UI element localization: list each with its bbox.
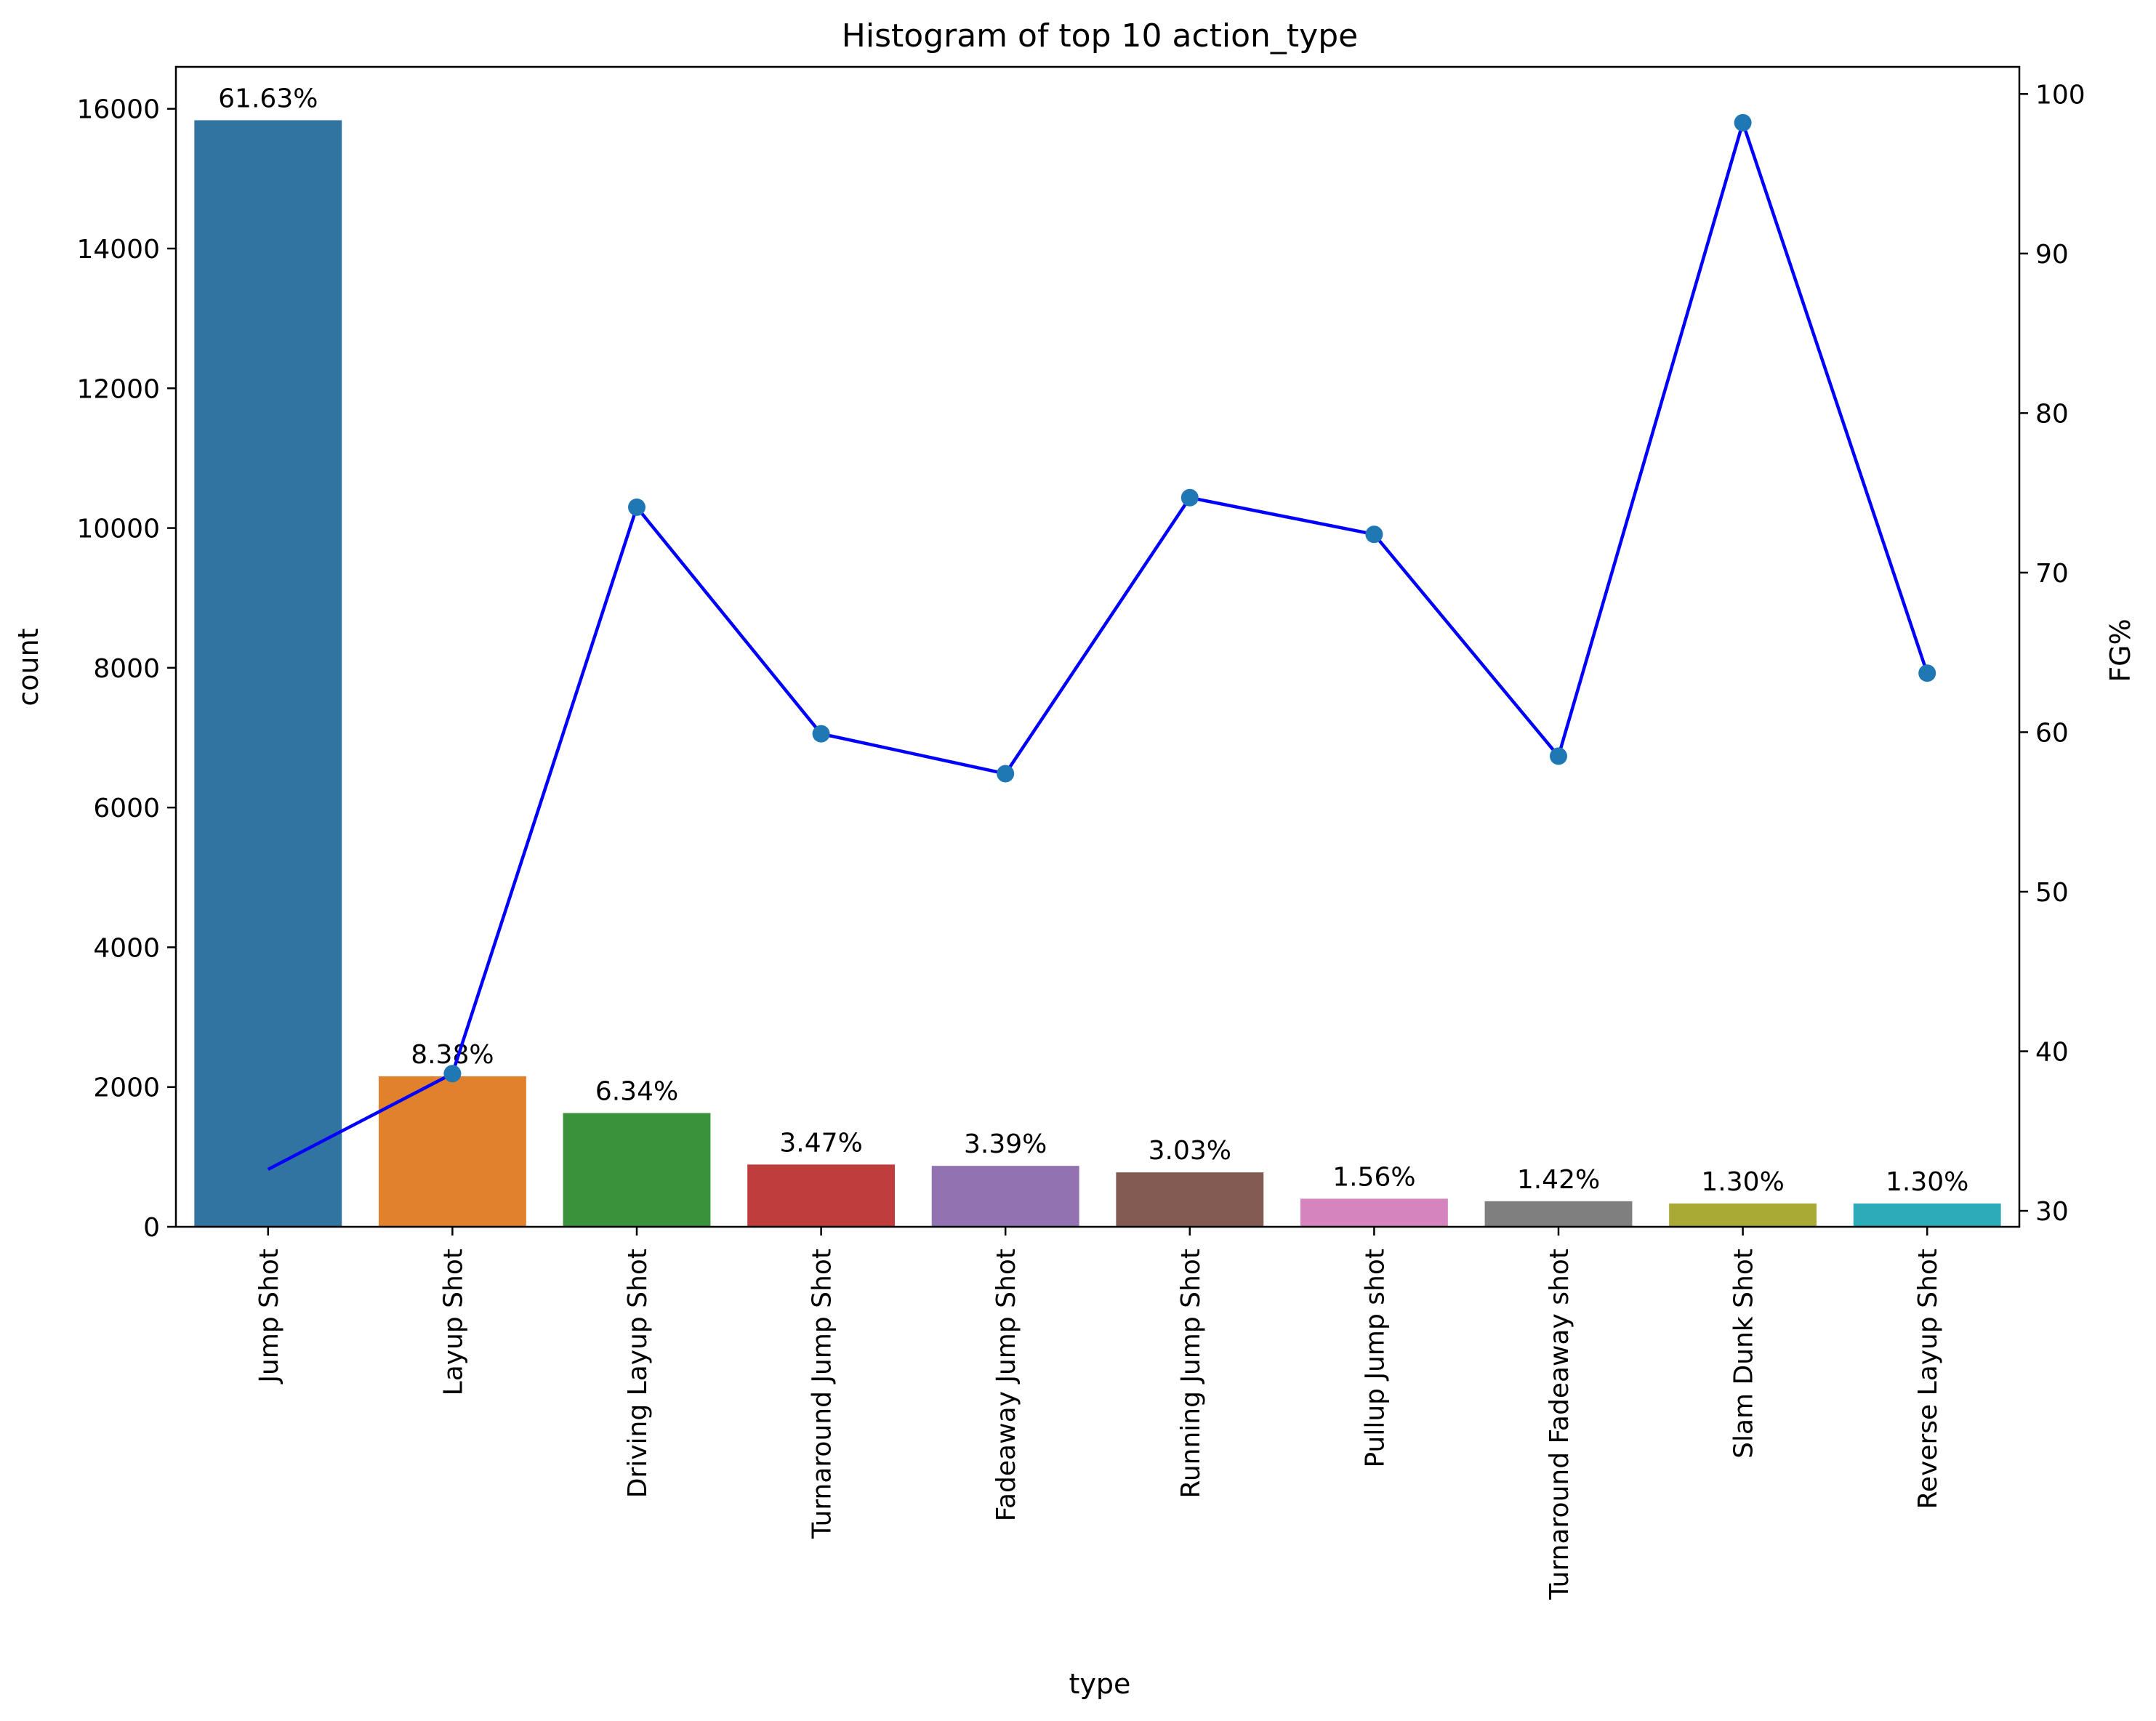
bar [563, 1113, 711, 1227]
x-tick-label: Turnaround Jump Shot [808, 1249, 837, 1539]
fg-percent-marker [628, 498, 645, 516]
y2-tick-label: 100 [2035, 80, 2085, 110]
fg-percent-marker [997, 765, 1015, 783]
y-tick-label: 0 [143, 1213, 160, 1243]
y-tick-label: 2000 [93, 1073, 160, 1103]
y2-tick-label: 30 [2035, 1197, 2069, 1227]
fg-percent-marker [1734, 113, 1752, 132]
fg-percent-marker [1365, 525, 1383, 544]
axes: 0 2000 4000 6000 8000 10000 12000 14000 16000 30 4… [76, 65, 2085, 1600]
x-tick-label: Driving Layup Shot [623, 1249, 653, 1498]
bar-percent-label: 1.30% [1886, 1167, 1968, 1197]
bar [1853, 1203, 2001, 1227]
bar [1116, 1172, 1264, 1227]
y-tick-label: 4000 [93, 933, 160, 963]
x-tick-label: Running Jump Shot [1176, 1249, 1206, 1499]
y2-tick-label: 70 [2035, 559, 2069, 589]
fg-percent-line [267, 121, 1929, 1171]
y-tick-label: 16000 [76, 95, 160, 125]
bar-percent-label: 1.42% [1517, 1165, 1600, 1195]
bar-percent-label: 1.56% [1332, 1162, 1415, 1192]
bar-percent-labels: 61.63% 8.38% 6.34% 3.47% 3.39% 3.03% 1.56% 1.42… [218, 84, 1968, 1196]
y2-tick-label: 60 [2035, 718, 2069, 748]
fg-percent-marker [812, 725, 830, 743]
y2-tick-label: 50 [2035, 878, 2069, 908]
plot-frame [174, 65, 2021, 1228]
bar [747, 1164, 896, 1227]
bar-percent-label: 8.38% [411, 1040, 494, 1070]
x-axis-label: type [1069, 1668, 1131, 1700]
bar-percent-label: 3.03% [1149, 1136, 1231, 1166]
x-tick-label: Pullup Jump shot [1360, 1249, 1390, 1468]
y2-axis-label: FG% [2104, 618, 2136, 682]
bar-percent-label: 6.34% [595, 1076, 678, 1106]
y2-tick-label: 90 [2035, 240, 2069, 270]
bar [931, 1166, 1079, 1227]
bar [378, 1076, 526, 1227]
fg-percent-marker [1550, 747, 1567, 765]
fg-percent-marker [443, 1065, 462, 1083]
bar [194, 120, 342, 1227]
y2-tick-label: 80 [2035, 399, 2069, 429]
fg-percent-marker [1918, 664, 1936, 682]
x-tick-label: Slam Dunk Shot [1729, 1249, 1759, 1459]
bar-percent-label: 61.63% [218, 84, 318, 113]
y-tick-label: 10000 [76, 515, 160, 544]
bar [1484, 1201, 1633, 1227]
y-tick-label: 6000 [93, 794, 160, 823]
x-tick-label: Layup Shot [438, 1249, 468, 1395]
bar [1300, 1198, 1448, 1227]
bar [1669, 1203, 1817, 1227]
chart-title: Histogram of top 10 action_type [842, 17, 1358, 55]
bar-percent-label: 1.30% [1701, 1167, 1784, 1197]
bar-series [194, 120, 2001, 1227]
y2-tick-label: 40 [2035, 1038, 2069, 1068]
y-axis-label: count [12, 628, 44, 706]
x-tick-label: Fadeaway Jump Shot [991, 1249, 1021, 1521]
x-tick-label: Reverse Layup Shot [1913, 1249, 1943, 1510]
bar-percent-label: 3.47% [779, 1128, 862, 1158]
bar-percent-label: 3.39% [964, 1129, 1047, 1159]
y-tick-label: 14000 [76, 235, 160, 265]
x-tick-label: Jump Shot [254, 1249, 284, 1385]
fg-percent-marker [1180, 488, 1199, 507]
fg-percent-series [267, 113, 1936, 1171]
y-tick-label: 8000 [93, 654, 160, 684]
x-tick-label: Turnaround Fadeaway shot [1545, 1249, 1574, 1600]
y-tick-label: 12000 [76, 374, 160, 404]
